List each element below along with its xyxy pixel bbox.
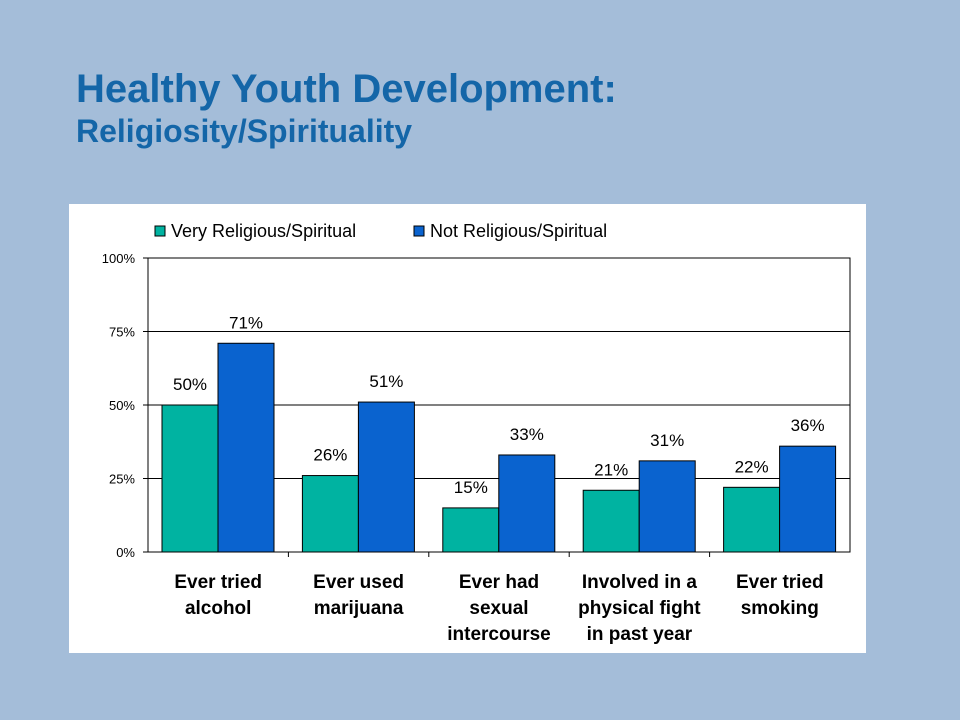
bar xyxy=(301,475,359,553)
bar xyxy=(442,507,500,553)
y-axis: 0% 25% 50% 75% 100% xyxy=(102,251,148,560)
legend: Very Religious/Spiritual Not Religious/S… xyxy=(154,221,607,241)
slide-title: Healthy Youth Development: Religiosity/S… xyxy=(76,66,617,150)
bar xyxy=(779,445,837,553)
x-category-label: Ever had xyxy=(459,572,539,593)
x-category-label: Involved in a xyxy=(582,572,698,593)
y-tick-label: 75% xyxy=(109,325,135,340)
data-label: 26% xyxy=(313,446,347,465)
x-category-label: alcohol xyxy=(185,598,252,619)
data-label: 50% xyxy=(173,375,207,394)
x-category-label: Ever used xyxy=(313,572,404,593)
x-category-label: physical fight xyxy=(578,598,701,619)
data-label: 51% xyxy=(369,372,403,391)
bar xyxy=(217,342,275,553)
chart-panel: Very Religious/Spiritual Not Religious/S… xyxy=(69,204,866,653)
data-label: 33% xyxy=(510,425,544,444)
data-label: 21% xyxy=(594,460,628,479)
x-axis: Ever tried alcohol Ever used marijuana Ever … xyxy=(174,552,824,645)
y-tick-label: 100% xyxy=(102,251,136,266)
x-category-label: sexual xyxy=(469,598,528,619)
plot-area-frame xyxy=(147,257,851,553)
bar xyxy=(582,489,640,553)
bar-chart: Very Religious/Spiritual Not Religious/S… xyxy=(102,221,851,645)
data-label: 36% xyxy=(791,416,825,435)
legend-swatch-very xyxy=(154,225,166,237)
bars xyxy=(161,342,837,553)
x-category-label: Ever tried xyxy=(736,572,824,593)
page-subtitle: Religiosity/Spirituality xyxy=(76,113,413,149)
x-category-label: in past year xyxy=(587,624,693,645)
data-label: 71% xyxy=(229,313,263,332)
data-label: 15% xyxy=(454,478,488,497)
y-tick-label: 0% xyxy=(116,545,135,560)
data-labels: 50% 71% 26% 51% 15% 33% 21% 31% 22% 36% xyxy=(173,313,825,497)
bar xyxy=(498,454,556,553)
bar xyxy=(161,404,219,553)
page-title: Healthy Youth Development: xyxy=(76,67,617,111)
legend-swatch-not xyxy=(413,225,425,237)
x-category-label: intercourse xyxy=(447,624,550,645)
bar xyxy=(638,460,696,553)
x-category-label: smoking xyxy=(741,598,819,619)
x-category-label: marijuana xyxy=(314,598,404,619)
y-tick-label: 25% xyxy=(109,472,135,487)
bar xyxy=(357,401,415,553)
bar xyxy=(723,486,781,553)
legend-label-very: Very Religious/Spiritual xyxy=(171,221,356,241)
x-category-label: Ever tried xyxy=(174,572,262,593)
legend-label-not: Not Religious/Spiritual xyxy=(430,221,607,241)
y-tick-label: 50% xyxy=(109,398,135,413)
data-label: 31% xyxy=(650,431,684,450)
data-label: 22% xyxy=(735,457,769,476)
